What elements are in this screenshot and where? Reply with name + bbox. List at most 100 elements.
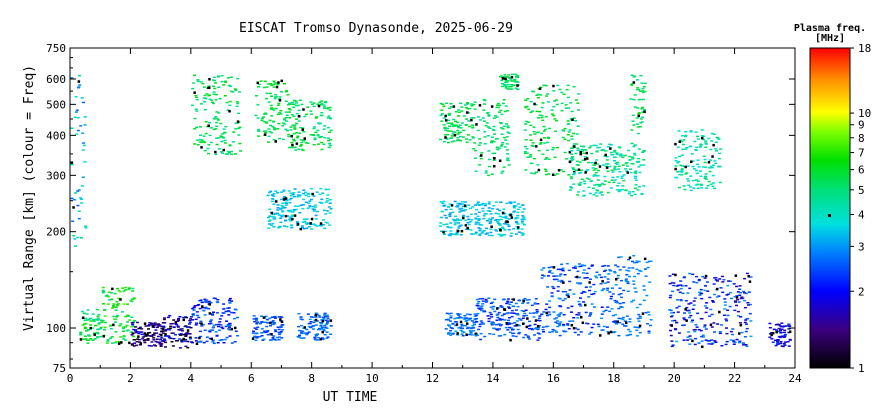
echo-point	[624, 325, 628, 327]
echo-point	[618, 171, 622, 173]
echo-point	[285, 225, 289, 228]
echo-point	[276, 83, 280, 86]
echo-point	[195, 110, 199, 112]
echo-point	[108, 337, 112, 339]
echo-point-dark	[311, 192, 314, 196]
echo-point	[214, 93, 218, 96]
echo-point	[482, 217, 486, 220]
echo-point	[217, 119, 221, 121]
echo-point	[577, 263, 581, 265]
echo-point	[285, 111, 289, 113]
echo-point-dark	[707, 161, 711, 164]
echo-point	[553, 318, 557, 320]
echo-point	[161, 332, 165, 334]
echo-point	[679, 287, 683, 290]
echo-point	[612, 331, 616, 334]
echo-point	[696, 159, 700, 161]
echo-point	[113, 318, 117, 320]
echo-point	[81, 149, 85, 151]
echo-point	[550, 272, 554, 274]
echo-point	[471, 124, 475, 126]
echo-point	[696, 180, 700, 182]
echo-point	[643, 82, 647, 85]
echo-point	[671, 315, 674, 317]
echo-point	[503, 84, 507, 87]
echo-point	[219, 122, 223, 125]
echo-point	[197, 316, 201, 319]
echo-point	[558, 323, 562, 325]
echo-point	[645, 294, 649, 297]
echo-point	[284, 100, 288, 102]
echo-point	[277, 328, 281, 331]
echo-point	[500, 85, 504, 88]
echo-point	[642, 285, 646, 287]
echo-point	[501, 142, 505, 144]
echo-point	[223, 142, 227, 144]
echo-point-dark	[278, 99, 282, 102]
echo-point	[297, 195, 301, 198]
echo-point	[163, 317, 166, 319]
echo-point	[579, 169, 583, 171]
echo-point	[310, 325, 314, 328]
echo-point-dark	[581, 321, 585, 324]
echo-point	[529, 154, 533, 156]
echo-point	[772, 328, 776, 331]
echo-point	[322, 106, 326, 108]
echo-point	[530, 172, 534, 174]
echo-point	[614, 313, 617, 316]
echo-point	[283, 83, 286, 85]
echo-point	[239, 150, 242, 152]
echo-point	[550, 295, 554, 297]
echo-point	[125, 324, 129, 327]
echo-point	[488, 158, 491, 161]
echo-point	[608, 291, 612, 293]
echo-point	[572, 317, 576, 319]
echo-point	[274, 190, 278, 192]
echo-point	[474, 221, 478, 224]
echo-point	[499, 335, 503, 337]
echo-point	[287, 190, 291, 192]
echo-point	[589, 313, 592, 316]
echo-point	[277, 226, 281, 229]
echo-point	[704, 140, 708, 142]
echo-point	[580, 292, 584, 294]
echo-point	[561, 290, 565, 293]
echo-point	[699, 288, 703, 291]
echo-point	[633, 106, 637, 108]
echo-point	[289, 103, 293, 105]
echo-point	[504, 215, 508, 218]
echo-point	[488, 222, 492, 225]
echo-point	[548, 300, 551, 302]
echo-point	[495, 219, 499, 221]
echo-point	[775, 329, 778, 331]
echo-point-dark	[329, 319, 333, 322]
echo-point	[473, 108, 477, 110]
echo-point	[460, 106, 464, 108]
echo-point	[276, 204, 280, 206]
echo-point	[618, 302, 622, 305]
echo-point-dark	[186, 329, 190, 332]
echo-point	[284, 120, 288, 122]
echo-point	[483, 310, 486, 312]
echo-point	[462, 115, 466, 117]
echo-point	[312, 321, 316, 324]
echo-point	[596, 323, 600, 326]
echo-point	[449, 334, 453, 336]
echo-point	[491, 217, 494, 219]
echo-point	[741, 297, 745, 300]
echo-point	[70, 127, 74, 129]
echo-point	[260, 328, 264, 330]
echo-point	[290, 114, 294, 116]
echo-point	[148, 331, 152, 334]
echo-point-dark	[594, 161, 597, 165]
echo-point	[291, 214, 295, 216]
echo-point	[572, 86, 576, 88]
echo-point	[186, 332, 190, 335]
echo-point	[209, 319, 213, 321]
echo-point	[488, 311, 492, 314]
echo-point	[536, 332, 540, 334]
echo-point	[524, 139, 528, 141]
echo-point	[609, 151, 613, 154]
echo-point	[776, 341, 780, 344]
echo-point	[76, 129, 80, 132]
